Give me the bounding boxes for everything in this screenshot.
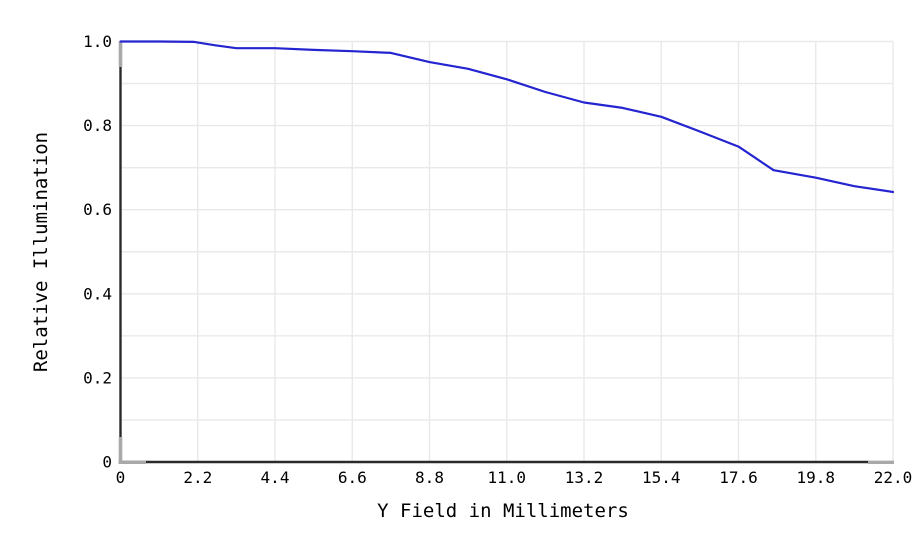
x-tick-label: 22.0 <box>874 468 913 487</box>
y-tick-label: 0.2 <box>83 368 112 387</box>
y-tick-labels: 1.0 0.8 0.6 0.4 0.2 0 <box>83 32 112 472</box>
x-tick-label: 15.4 <box>642 468 681 487</box>
x-tick-label: 4.4 <box>261 468 290 487</box>
x-tick-label: 19.8 <box>797 468 836 487</box>
y-tick-label: 0.6 <box>83 200 112 219</box>
x-tick-label: 8.8 <box>415 468 444 487</box>
gridlines <box>120 40 894 462</box>
axes <box>118 41 894 464</box>
illumination-curve <box>119 40 895 194</box>
x-tick-label: 13.2 <box>565 468 604 487</box>
series-line <box>119 40 895 194</box>
x-tick-label: 0 <box>116 468 126 487</box>
y-axis-title: Relative Illumination <box>30 132 52 372</box>
y-tick-label: 0.8 <box>83 116 112 135</box>
x-tick-label: 2.2 <box>183 468 212 487</box>
x-axis-title: Y Field in Millimeters <box>377 500 629 522</box>
x-tick-label: 11.0 <box>488 468 527 487</box>
y-tick-label: 0.4 <box>83 284 112 303</box>
x-tick-label: 6.6 <box>338 468 367 487</box>
y-tick-label: 0 <box>102 453 112 472</box>
y-tick-label: 1.0 <box>83 32 112 51</box>
x-tick-labels: 0 2.2 4.4 6.6 8.8 11.0 13.2 15.4 17.6 19.8 22.0 <box>116 468 913 487</box>
x-tick-label: 17.6 <box>719 468 758 487</box>
